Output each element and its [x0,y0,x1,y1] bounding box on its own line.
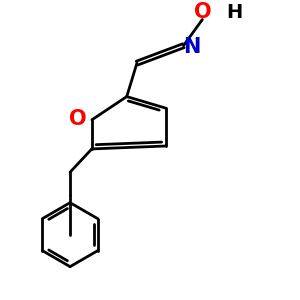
Text: H: H [226,3,242,22]
Text: O: O [194,2,211,22]
Text: O: O [69,109,87,129]
Text: N: N [183,37,200,57]
